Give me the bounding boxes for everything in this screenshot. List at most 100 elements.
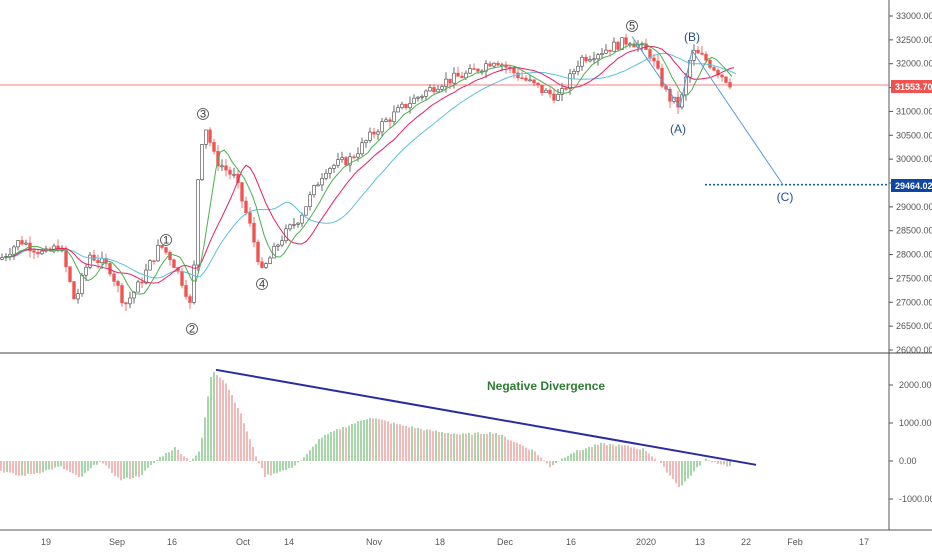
candle-body bbox=[548, 90, 552, 95]
candle-body bbox=[612, 41, 616, 52]
candle-body bbox=[236, 173, 240, 183]
time-tick-label: 16 bbox=[566, 537, 576, 547]
candle-body bbox=[0, 257, 4, 260]
candle-body bbox=[524, 77, 528, 81]
divergence-line bbox=[215, 368, 757, 466]
moving-averages-layer bbox=[3, 43, 737, 295]
candle-body bbox=[248, 212, 252, 224]
candle-body bbox=[364, 140, 368, 144]
candle-body bbox=[444, 78, 448, 87]
candle-body bbox=[552, 93, 556, 101]
candle-body bbox=[580, 56, 584, 67]
candle-body bbox=[400, 103, 404, 108]
candle-body bbox=[324, 172, 328, 179]
wave-label: 2 bbox=[189, 324, 195, 336]
candle-body bbox=[136, 281, 140, 293]
candle-body bbox=[352, 156, 356, 159]
candle-body bbox=[148, 260, 152, 271]
candle-body bbox=[396, 107, 400, 113]
time-tick-label: 2020 bbox=[636, 537, 656, 547]
candle-body bbox=[384, 119, 388, 122]
candle-body bbox=[12, 246, 16, 255]
candle-body bbox=[256, 241, 260, 263]
candle-body bbox=[712, 67, 716, 71]
candle-body bbox=[296, 222, 300, 225]
candle-body bbox=[156, 245, 160, 262]
candle-body bbox=[128, 297, 132, 305]
candle-body bbox=[84, 267, 88, 276]
histogram-layer bbox=[0, 372, 731, 488]
price-tick-label: 29000.00 bbox=[896, 202, 932, 212]
candle-body bbox=[232, 173, 236, 176]
candle-body bbox=[24, 242, 28, 245]
wave-label-circle bbox=[160, 234, 172, 246]
candle-body bbox=[700, 52, 704, 55]
price-tick-label: 32000.00 bbox=[896, 59, 932, 69]
wave-label: 5 bbox=[629, 21, 635, 33]
candle-body bbox=[212, 142, 216, 152]
candle-body bbox=[616, 41, 620, 50]
candle-body bbox=[72, 281, 76, 300]
candle-body bbox=[116, 281, 120, 286]
time-axis-ticks: 19 Sep 16 Oct 14 Nov 18 Dec 16 2020 13 22 Feb 17 bbox=[41, 537, 869, 547]
candle-body bbox=[268, 257, 272, 264]
candle-body bbox=[672, 96, 676, 102]
candle-body bbox=[300, 214, 304, 224]
wave-label: (B) bbox=[684, 30, 700, 44]
candle-body bbox=[280, 240, 284, 246]
candle-body bbox=[516, 72, 520, 79]
candle-body bbox=[224, 165, 228, 171]
time-tick-label: 17 bbox=[859, 537, 869, 547]
candle-body bbox=[36, 251, 40, 255]
wave-label-circle bbox=[256, 278, 268, 290]
candle-body bbox=[440, 86, 444, 90]
candle-body bbox=[576, 65, 580, 72]
wave-label-circle bbox=[197, 108, 209, 120]
candle-body bbox=[184, 285, 188, 297]
candle-body bbox=[220, 165, 224, 168]
candle-body bbox=[680, 94, 684, 108]
candle-body bbox=[240, 182, 244, 202]
candle-body bbox=[104, 257, 108, 264]
wave-label: 1 bbox=[163, 235, 169, 247]
candle-body bbox=[164, 247, 168, 253]
time-tick-label: Nov bbox=[366, 537, 383, 547]
candle-body bbox=[112, 273, 116, 282]
candle-body bbox=[532, 79, 536, 84]
oscillator-axis-ticks: 2000.00 1000.00 0.00 -1000.00 bbox=[889, 380, 932, 504]
candle-body bbox=[152, 260, 156, 262]
candle-body bbox=[344, 157, 348, 166]
candle-body bbox=[560, 88, 564, 95]
candle-body bbox=[452, 72, 456, 84]
candle-body bbox=[20, 240, 24, 245]
candle-body bbox=[76, 293, 80, 300]
candle-body bbox=[492, 62, 496, 67]
wave-label-circle bbox=[626, 20, 638, 32]
target-price-tag: 29464.02 bbox=[895, 181, 932, 191]
candle-body bbox=[568, 73, 572, 89]
candle-body bbox=[312, 185, 316, 196]
candle-body bbox=[540, 84, 544, 94]
candle-body bbox=[436, 88, 440, 93]
wave-label: 3 bbox=[200, 109, 206, 121]
candle-body bbox=[192, 264, 196, 303]
candle-body bbox=[288, 224, 292, 230]
candle-body bbox=[276, 244, 280, 247]
current-price-tag: 31553.70 bbox=[895, 82, 932, 92]
price-tick-label: 27500.00 bbox=[896, 273, 932, 283]
osc-tick-label: -1000.00 bbox=[899, 494, 932, 504]
candle-body bbox=[416, 96, 420, 99]
candle-body bbox=[80, 274, 84, 294]
candle-body bbox=[720, 74, 724, 78]
candle-body bbox=[260, 261, 264, 268]
time-tick-label: Feb bbox=[787, 537, 803, 547]
time-tick-label: 14 bbox=[284, 537, 294, 547]
candle-body bbox=[340, 157, 344, 160]
candle-body bbox=[412, 97, 416, 104]
candle-body bbox=[648, 49, 652, 59]
candle-body bbox=[40, 250, 44, 255]
ma-fast-line bbox=[3, 43, 733, 295]
time-tick-label: 18 bbox=[435, 537, 445, 547]
candle-body bbox=[96, 259, 100, 264]
